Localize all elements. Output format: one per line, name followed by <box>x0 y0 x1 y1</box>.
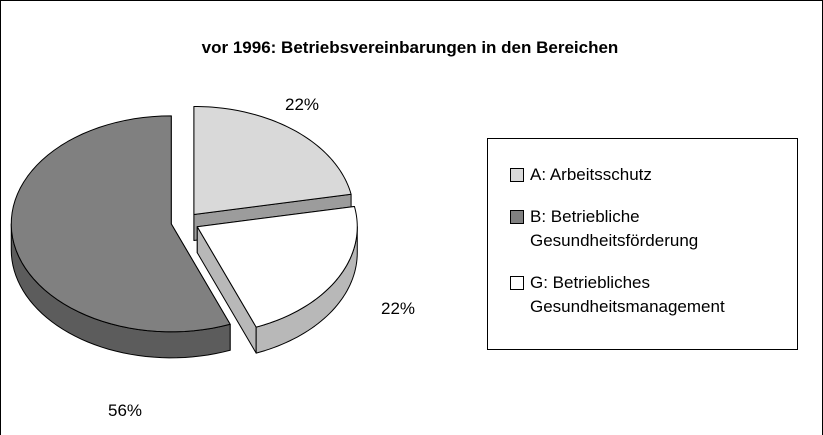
legend-swatch <box>510 168 524 182</box>
legend-item: A: Arbeitsschutz <box>510 163 777 187</box>
legend-item: G: Betriebliches Gesundheitsmanagement <box>510 271 777 319</box>
legend-item: B: Betriebliche Gesundheitsförderung <box>510 205 777 253</box>
legend-label: G: Betriebliches Gesundheitsmanagement <box>530 273 725 316</box>
legend-swatch <box>510 210 524 224</box>
legend-label: A: Arbeitsschutz <box>530 165 652 184</box>
slice <box>196 205 358 328</box>
slice <box>10 115 231 333</box>
data-label: 56% <box>108 401 142 420</box>
data-label: 22% <box>285 95 319 114</box>
legend-swatch <box>510 276 524 290</box>
data-label: 22% <box>381 299 415 318</box>
chart-title: vor 1996: Betriebsvereinbarungen in den … <box>202 38 619 57</box>
legend: A: Arbeitsschutz B: Betriebliche Gesundhe… <box>487 138 798 350</box>
slice <box>193 105 352 215</box>
legend-label: B: Betriebliche Gesundheitsförderung <box>530 207 699 250</box>
